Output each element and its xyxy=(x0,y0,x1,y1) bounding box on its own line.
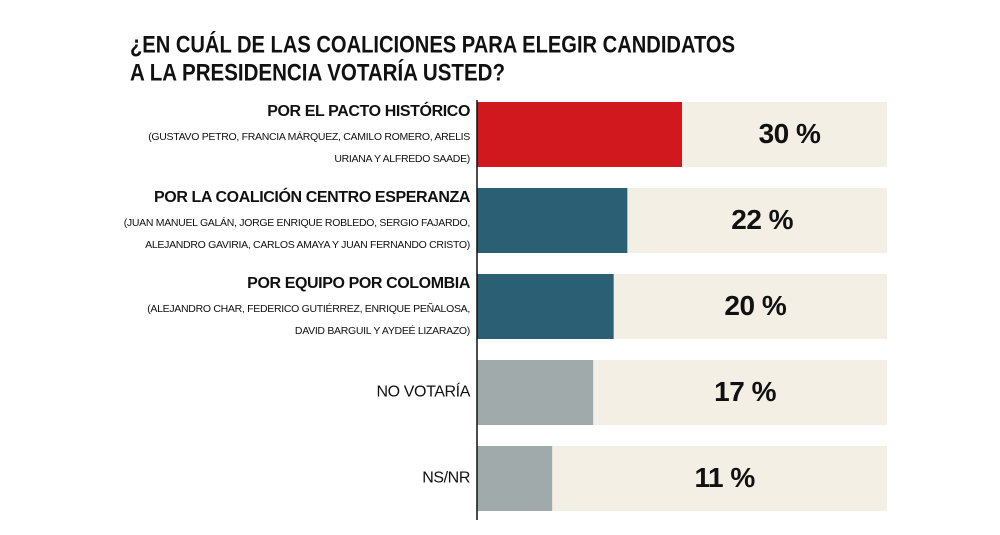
category-note: (GUSTAVO PETRO, FRANCIA MÁRQUEZ, CAMILO … xyxy=(148,130,470,143)
bar xyxy=(477,360,594,425)
chart-title: ¿EN CUÁL DE LAS COALICIONES PARA ELEGIR … xyxy=(130,30,735,58)
value-label: 11 % xyxy=(694,462,755,493)
category-label: POR LA COALICIÓN CENTRO ESPERANZA xyxy=(154,187,471,206)
bar xyxy=(477,188,628,253)
value-label: 22 % xyxy=(731,204,793,235)
category-note: URIANA Y ALFREDO SAADE) xyxy=(334,153,470,165)
category-label: NO VOTARÍA xyxy=(377,382,471,401)
value-label: 30 % xyxy=(759,118,821,149)
bar xyxy=(477,446,553,511)
value-label: 17 % xyxy=(714,376,776,407)
bar xyxy=(477,102,682,167)
value-label: 20 % xyxy=(724,290,786,321)
category-note: (JUAN MANUEL GALÁN, JORGE ENRIQUE ROBLED… xyxy=(124,216,470,229)
chart-title: A LA PRESIDENCIA VOTARÍA USTED? xyxy=(130,58,505,86)
bar xyxy=(477,274,614,339)
category-label: POR EQUIPO POR COLOMBIA xyxy=(247,275,471,292)
category-label: POR EL PACTO HISTÓRICO xyxy=(267,101,470,120)
category-note: ALEJANDRO GAVIRIA, CARLOS AMAYA Y JUAN F… xyxy=(145,239,470,251)
category-note: DAVID BARGUIL Y AYDEÉ LIZARAZO) xyxy=(295,324,470,337)
category-label: NS/NR xyxy=(422,470,470,487)
category-note: (ALEJANDRO CHAR, FEDERICO GUTIÉRREZ, ENR… xyxy=(147,302,470,315)
